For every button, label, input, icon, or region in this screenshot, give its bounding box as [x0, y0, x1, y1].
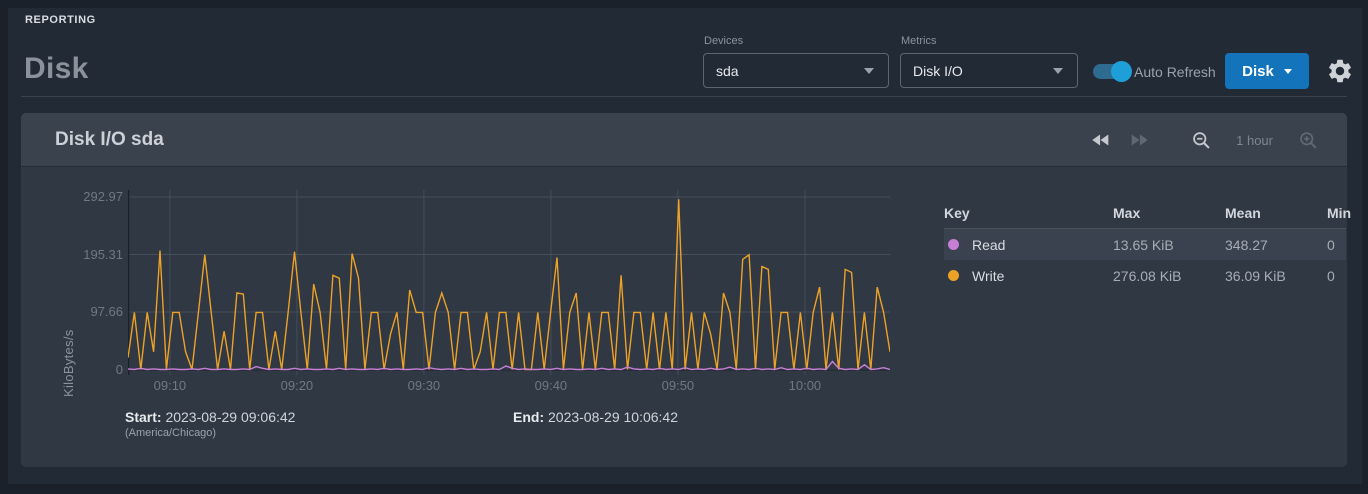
legend-header-max: Max: [1113, 205, 1141, 221]
range-end: End: 2023-08-29 10:06:42: [513, 409, 678, 425]
y-tick-label: 195.31: [83, 246, 123, 262]
y-tick-label: 292.97: [83, 189, 123, 204]
metrics-select[interactable]: Disk I/O: [900, 53, 1078, 88]
legend-write-name: Write: [972, 267, 1005, 284]
chevron-down-icon: [1053, 67, 1063, 74]
chevron-down-icon: [864, 67, 874, 74]
disk-io-card: Disk I/O sda 1 hour: [21, 113, 1352, 467]
devices-select-value: sda: [716, 62, 739, 79]
card-header: Disk I/O sda 1 hour: [21, 113, 1347, 167]
devices-label: Devices: [704, 35, 744, 47]
read-series-dot-icon: [948, 239, 959, 250]
legend-read-min: 0: [1327, 236, 1335, 253]
disk-report-button-label: Disk: [1242, 62, 1274, 80]
x-tick-label: 10:00: [788, 378, 822, 393]
card-title: Disk I/O sda: [55, 129, 164, 150]
header-divider: [21, 96, 1347, 97]
write-series-dot-icon: [948, 270, 959, 281]
legend-header-key: Key: [944, 205, 970, 221]
legend-read-name: Read: [972, 236, 1006, 253]
metrics-select-value: Disk I/O: [913, 62, 963, 79]
legend-header-min: Min: [1327, 205, 1352, 221]
step-forward-icon[interactable]: [1128, 129, 1150, 151]
x-tick-label: 09:40: [534, 378, 568, 393]
disk-report-button[interactable]: Disk: [1225, 53, 1309, 89]
legend-table: Key Max Mean Min Read 13.65 KiB 348.27 0…: [944, 201, 1352, 291]
y-tick-label: 97.66: [90, 304, 123, 319]
end-label: End:: [513, 409, 545, 425]
x-tick-label: 09:50: [661, 378, 695, 393]
x-tick-label: 09:10: [153, 378, 187, 393]
legend-read-max: 13.65 KiB: [1113, 236, 1174, 253]
auto-refresh-label: Auto Refresh: [1134, 64, 1216, 80]
page-title: Disk: [24, 52, 89, 85]
legend-header-mean: Mean: [1225, 205, 1261, 221]
legend-row-read[interactable]: Read 13.65 KiB 348.27 0: [944, 229, 1346, 260]
step-back-icon[interactable]: [1090, 129, 1112, 151]
zoom-in-icon[interactable]: [1297, 129, 1319, 151]
legend-write-mean: 36.09 KiB: [1225, 267, 1286, 284]
y-tick-label: 0: [115, 361, 123, 377]
legend-read-mean: 348.27: [1225, 236, 1268, 253]
chevron-down-icon: [1283, 68, 1292, 74]
legend-write-max: 276.08 KiB: [1113, 267, 1182, 284]
x-tick-label: 09:20: [280, 378, 314, 393]
range-start: Start: 2023-08-29 09:06:42 (America/Chic…: [125, 409, 295, 439]
toggle-thumb: [1111, 61, 1132, 82]
disk-io-line-chart[interactable]: [128, 190, 890, 375]
metrics-label: Metrics: [901, 35, 937, 47]
legend-row-write[interactable]: Write 276.08 KiB 36.09 KiB 0: [944, 260, 1346, 291]
legend-header-row: Key Max Mean Min: [944, 201, 1352, 229]
x-tick-label: 09:30: [407, 378, 441, 393]
end-value: 2023-08-29 10:06:42: [548, 409, 678, 425]
legend-write-min: 0: [1327, 267, 1335, 284]
timezone-label: (America/Chicago): [125, 427, 217, 439]
settings-gear-icon[interactable]: [1326, 57, 1354, 85]
zoom-level-label: 1 hour: [1236, 132, 1273, 148]
card-toolbar: 1 hour: [1090, 113, 1319, 167]
auto-refresh-toggle[interactable]: [1093, 61, 1132, 82]
zoom-out-icon[interactable]: [1190, 129, 1212, 151]
breadcrumb[interactable]: REPORTING: [25, 14, 96, 26]
start-label: Start:: [125, 409, 162, 425]
devices-select[interactable]: sda: [703, 53, 889, 88]
start-value: 2023-08-29 09:06:42: [165, 409, 296, 425]
